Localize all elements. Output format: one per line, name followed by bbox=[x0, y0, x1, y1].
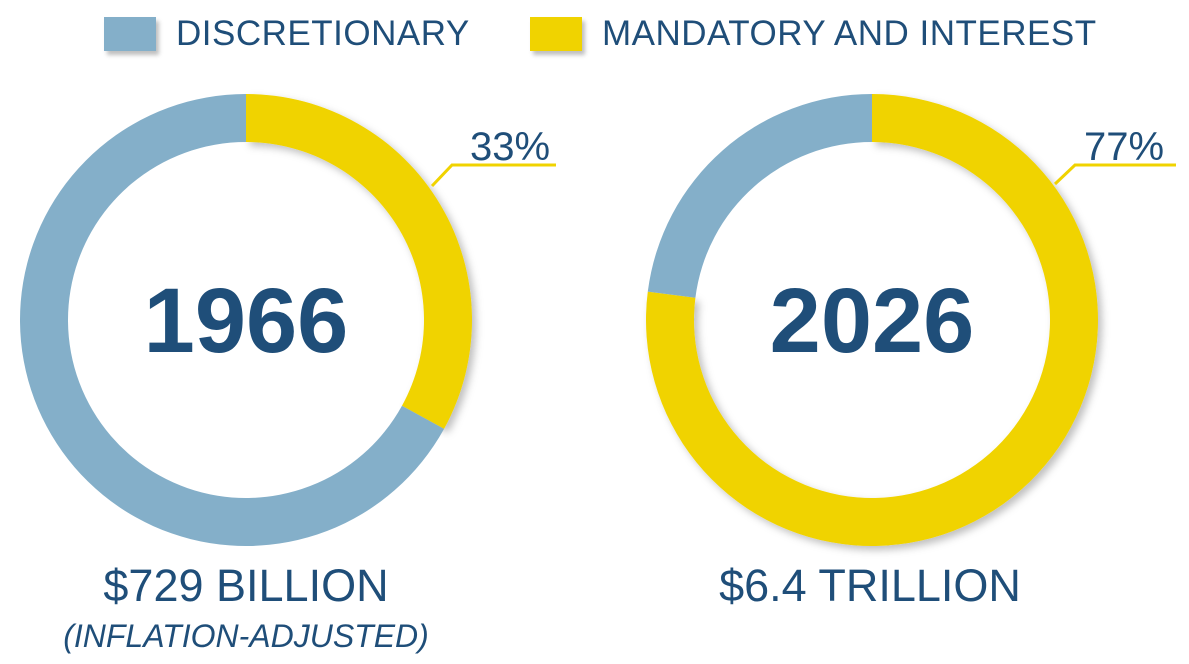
legend-label: DISCRETIONARY bbox=[176, 14, 470, 53]
donut-segment-mandatory bbox=[246, 94, 473, 429]
note-inflation-adjusted: (INFLATION-ADJUSTED) bbox=[63, 618, 429, 654]
donut-center-year-1966: 1966 bbox=[144, 270, 349, 372]
donut-1966 bbox=[20, 94, 473, 546]
donut-2026 bbox=[646, 94, 1098, 546]
legend-swatch-discretionary bbox=[104, 17, 156, 51]
donut-center-year-2026: 2026 bbox=[770, 270, 975, 372]
legend-label: MANDATORY AND INTEREST bbox=[602, 14, 1097, 53]
callout-line-2026 bbox=[1053, 163, 1176, 186]
donut-segment-discretionary bbox=[647, 94, 872, 298]
total-label-2026: $6.4 TRILLION bbox=[719, 560, 1021, 611]
data-label-2026: 77% bbox=[1084, 125, 1164, 169]
legend-swatch-mandatory bbox=[530, 17, 582, 51]
data-label-1966: 33% bbox=[470, 125, 550, 169]
legend-item-discretionary: DISCRETIONARY bbox=[104, 14, 470, 54]
callout-line-1966 bbox=[430, 163, 556, 188]
legend-item-mandatory: MANDATORY AND INTEREST bbox=[530, 14, 1097, 54]
total-label-1966: $729 BILLION bbox=[103, 560, 389, 611]
